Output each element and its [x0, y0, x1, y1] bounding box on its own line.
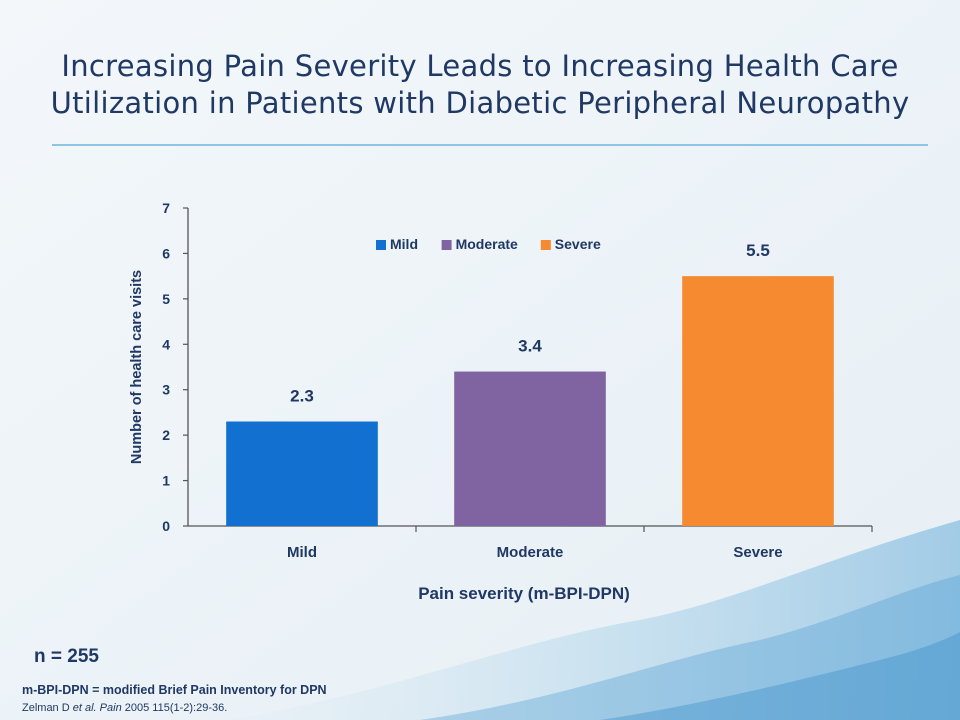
data-label-mild: 2.3: [290, 387, 314, 406]
y-tick-label: 1: [162, 473, 170, 489]
y-tick-label: 6: [162, 245, 170, 261]
citation-footnote: Zelman D et al. Pain 2005 115(1-2):29-36…: [22, 702, 227, 714]
slide-title: Increasing Pain Severity Leads to Increa…: [30, 48, 930, 122]
x-tick-label-moderate: Moderate: [497, 544, 564, 561]
y-tick-label: 4: [162, 336, 170, 352]
citation-journal: Pain: [99, 702, 122, 714]
legend-label-severe: Severe: [555, 236, 601, 252]
x-tick-label-mild: Mild: [287, 544, 317, 561]
citation-etal: et al.: [72, 702, 97, 714]
bar-moderate: [454, 371, 606, 526]
y-axis-title: Number of health care visits: [129, 270, 145, 464]
x-tick-label-severe: Severe: [733, 544, 782, 561]
y-tick-label: 3: [162, 382, 170, 398]
bar-severe: [682, 276, 834, 526]
slide-title-line-1: Increasing Pain Severity Leads to Increa…: [61, 49, 899, 83]
legend-swatch-severe: [540, 240, 551, 250]
legend-label-moderate: Moderate: [456, 236, 518, 252]
legend-label-mild: Mild: [390, 236, 418, 252]
bar-mild: [226, 421, 378, 526]
y-tick-label: 5: [162, 291, 170, 307]
legend-swatch-mild: [376, 240, 386, 250]
title-divider: [52, 144, 928, 146]
legend-swatch-moderate: [441, 240, 452, 250]
data-label-moderate: 3.4: [518, 337, 542, 356]
citation-reference: 2005 115(1-2):29-36.: [121, 702, 228, 714]
slide-title-line-2: Utilization in Patients with Diabetic Pe…: [50, 86, 910, 120]
data-label-severe: 5.5: [746, 241, 770, 260]
y-tick-label: 7: [162, 200, 170, 216]
citation-author: Zelman D: [22, 702, 73, 714]
y-tick-label: 0: [162, 518, 170, 534]
sample-size-note: n = 255: [34, 646, 99, 667]
x-axis-title: Pain severity (m-BPI-DPN): [418, 584, 630, 603]
y-tick-label: 2: [162, 427, 170, 443]
abbreviation-footnote: m-BPI-DPN = modified Brief Pain Inventor…: [22, 683, 327, 697]
